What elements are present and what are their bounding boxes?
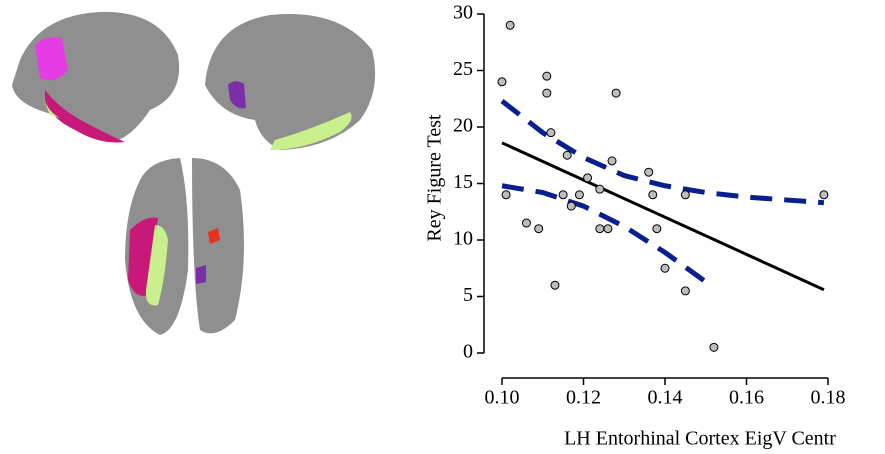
data-point bbox=[583, 173, 593, 183]
brain-ventral bbox=[125, 158, 244, 335]
data-point bbox=[566, 201, 576, 211]
regression-line bbox=[501, 141, 825, 292]
data-point bbox=[505, 20, 515, 30]
data-point bbox=[644, 167, 654, 177]
brain-medial bbox=[205, 14, 376, 150]
data-point bbox=[652, 224, 662, 234]
data-point bbox=[574, 190, 584, 200]
data-point bbox=[558, 190, 568, 200]
x-tick-label: 0.12 bbox=[566, 387, 601, 409]
y-tick-label: 15 bbox=[453, 171, 473, 193]
data-point bbox=[534, 224, 544, 234]
data-point bbox=[546, 128, 556, 138]
data-point bbox=[521, 218, 531, 228]
data-point bbox=[542, 71, 552, 81]
data-point bbox=[550, 280, 560, 290]
data-point bbox=[497, 77, 507, 87]
data-point bbox=[607, 156, 617, 166]
data-point bbox=[595, 224, 605, 234]
confidence-band-lower bbox=[501, 183, 708, 284]
y-tick-label: 30 bbox=[453, 2, 473, 24]
y-tick-label: 10 bbox=[453, 228, 473, 250]
data-point bbox=[562, 150, 572, 160]
y-tick-label: 0 bbox=[463, 341, 473, 363]
data-point bbox=[595, 184, 605, 194]
confidence-band-upper bbox=[500, 99, 825, 206]
data-point bbox=[611, 88, 621, 98]
data-point bbox=[680, 190, 690, 200]
x-tick-label: 0.16 bbox=[729, 387, 764, 409]
y-tick-label: 20 bbox=[453, 115, 473, 137]
y-tick-label: 5 bbox=[463, 284, 473, 306]
data-point bbox=[603, 224, 613, 234]
data-point bbox=[680, 286, 690, 296]
data-point bbox=[819, 190, 829, 200]
data-point bbox=[648, 190, 658, 200]
x-axis-label: LH Entorhinal Cortex EigV Centr bbox=[564, 428, 836, 450]
data-point bbox=[660, 263, 670, 273]
data-point bbox=[501, 190, 511, 200]
data-point bbox=[709, 342, 719, 352]
x-tick-label: 0.18 bbox=[811, 387, 846, 409]
brain-lateral bbox=[12, 11, 180, 143]
y-tick-label: 25 bbox=[453, 58, 473, 80]
x-tick-label: 0.10 bbox=[485, 387, 520, 409]
y-axis-label: Rey Figure Test bbox=[424, 114, 446, 242]
x-tick-label: 0.14 bbox=[648, 387, 683, 409]
data-point bbox=[542, 88, 552, 98]
